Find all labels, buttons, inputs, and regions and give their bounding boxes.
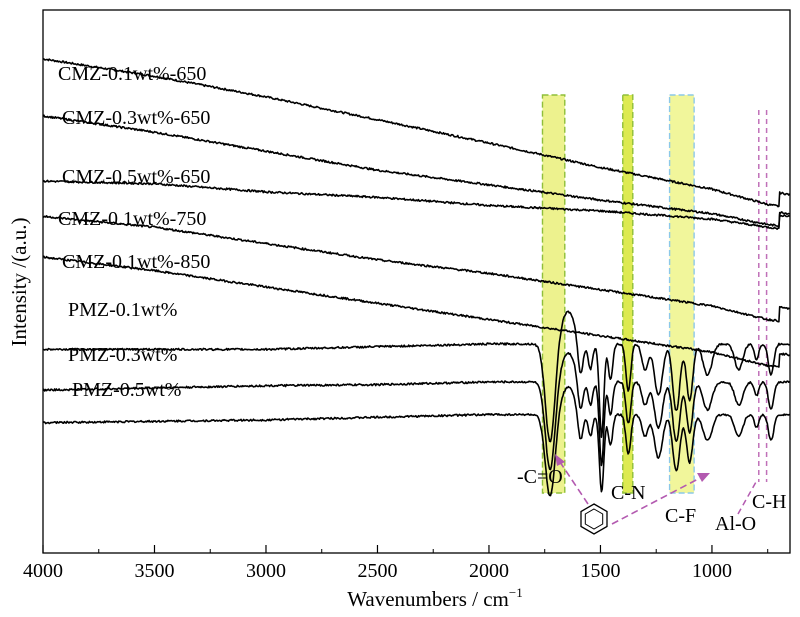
- series-layer: CMZ-0.1wt%-650 CMZ-0.3wt%-650 CMZ-0.5wt%-6…: [42, 58, 791, 497]
- annotation-cf: C-F: [665, 505, 696, 527]
- series-label-6: PMZ-0.3wt%: [68, 344, 177, 366]
- x-tick-label-3: 2500: [357, 560, 397, 582]
- series-label-7: PMZ-0.5wt%: [72, 379, 181, 401]
- x-tick-label-2: 3000: [246, 560, 286, 582]
- series-line-3: [42, 215, 790, 323]
- annotation-ch: C-H: [752, 491, 786, 513]
- dashed-lines-layer: [758, 110, 768, 482]
- x-tick-label-6: 1000: [692, 560, 732, 582]
- arrow-head-ring: [697, 473, 710, 482]
- y-axis-label: Intensity /(a.u.): [7, 218, 31, 347]
- x-axis-label-sup: −1: [509, 585, 523, 600]
- series-label-5: PMZ-0.1wt%: [68, 299, 177, 321]
- x-tick-label-0: 4000: [23, 560, 63, 582]
- series-line-2: [42, 179, 791, 230]
- arrow-to-co-band: [559, 461, 589, 505]
- series-line-7: [42, 385, 791, 497]
- series-line-1: [42, 114, 791, 228]
- plot-frame: [42, 9, 791, 554]
- arrow-to-ring-band: [611, 477, 701, 525]
- annotations-layer: -C=O C-N C-F Al-O C-H: [517, 466, 786, 535]
- x-tick-label-5: 1500: [580, 560, 620, 582]
- arrow-alo: [737, 481, 757, 515]
- series-label-0: CMZ-0.1wt%-650: [58, 63, 206, 85]
- x-tick-label-4: 2000: [469, 560, 509, 582]
- x-axis-label: Wavenumbers / cm−1: [347, 585, 522, 611]
- x-ticks: 4000 3500 3000 2500 2000 1500 1000: [23, 545, 769, 582]
- annotation-alo: Al-O: [715, 513, 756, 535]
- series-label-4: CMZ-0.1wt%-850: [62, 251, 210, 273]
- series-line-4: [42, 255, 791, 368]
- arrow-head-co: [555, 454, 565, 466]
- series-line-5: [43, 310, 790, 443]
- series-label-3: CMZ-0.1wt%-750: [58, 208, 206, 230]
- series-line-6: [42, 352, 791, 471]
- series-label-1: CMZ-0.3wt%-650: [62, 107, 210, 129]
- series-line-0: [43, 58, 791, 208]
- x-tick-label-1: 3500: [134, 560, 174, 582]
- annotation-co: -C=O: [517, 466, 563, 488]
- benzene-ring-icon: [580, 503, 608, 535]
- series-label-2: CMZ-0.5wt%-650: [62, 166, 210, 188]
- arrows-layer: [555, 454, 757, 525]
- annotation-cn: C-N: [611, 482, 645, 504]
